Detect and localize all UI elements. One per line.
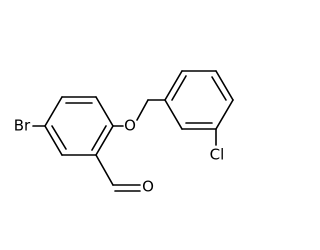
bond xyxy=(44,96,63,127)
bond xyxy=(171,75,187,101)
bond xyxy=(215,70,234,101)
bond xyxy=(136,99,149,121)
bonds xyxy=(32,70,234,192)
atom-label: Br xyxy=(14,117,31,135)
bond xyxy=(44,125,63,156)
atom-label: O xyxy=(142,178,154,196)
bond xyxy=(95,96,114,127)
bond xyxy=(211,76,227,101)
atom-label: O xyxy=(124,117,136,135)
bond xyxy=(91,125,107,151)
bond xyxy=(215,99,234,130)
bond xyxy=(95,125,114,156)
bond xyxy=(164,70,183,101)
atom-label: Cl xyxy=(210,146,225,164)
molecule-diagram: Br O O Cl xyxy=(14,70,234,196)
bond xyxy=(95,154,114,186)
bond xyxy=(51,125,67,150)
bond xyxy=(164,99,183,130)
